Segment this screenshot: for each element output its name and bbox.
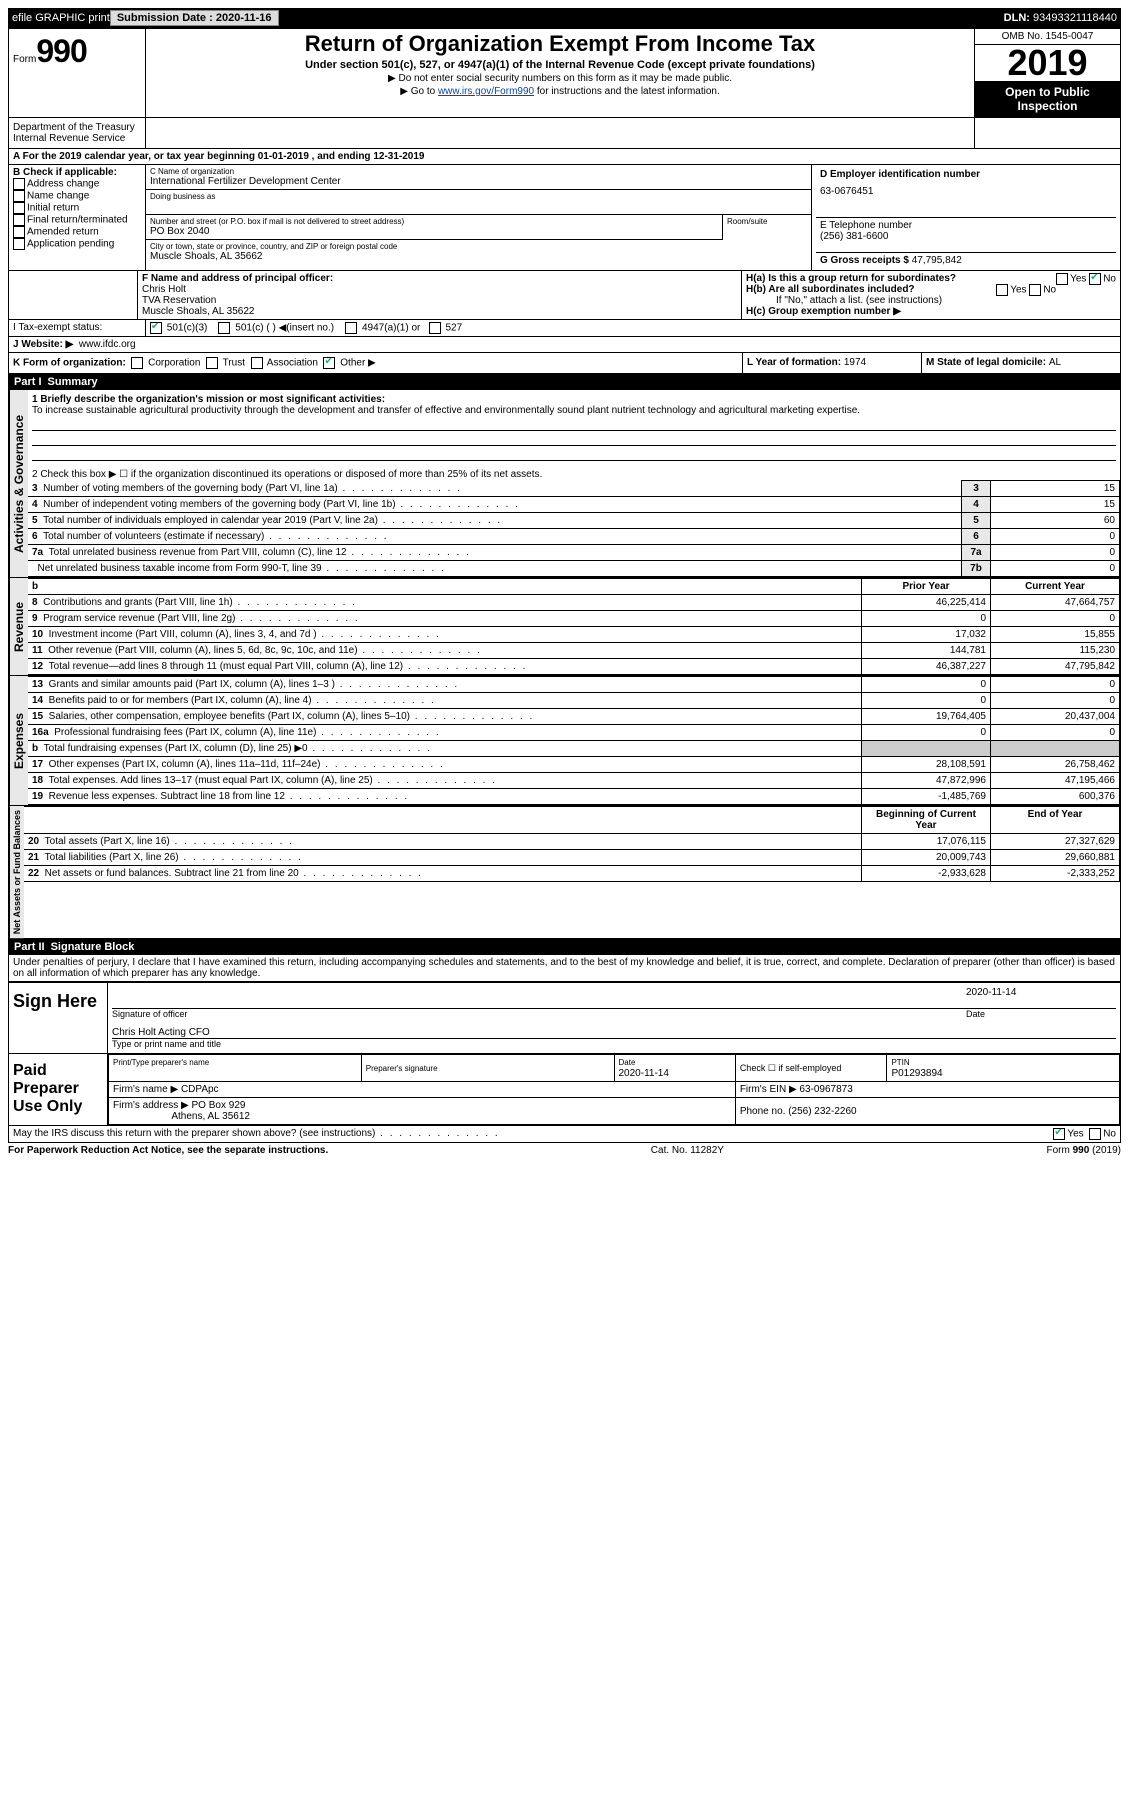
org-city: Muscle Shoals, AL 35662: [150, 251, 807, 262]
paid-preparer-label: Paid Preparer Use Only: [9, 1054, 108, 1125]
vert-activities-governance: Activities & Governance: [9, 390, 28, 577]
table-row: 4 Number of independent voting members o…: [28, 497, 1120, 513]
table-row: 7a Total unrelated business revenue from…: [28, 545, 1120, 561]
section-b-checkboxes: B Check if applicable: Address change Na…: [9, 165, 146, 270]
section-d-ein: D Employer identification number 63-0676…: [812, 165, 1120, 270]
section-k: K Form of organization: Corporation Trus…: [9, 353, 742, 373]
section-c-org-info: C Name of organization International Fer…: [146, 165, 812, 270]
amended-return-checkbox[interactable]: [13, 226, 25, 238]
sign-here-label: Sign Here: [9, 983, 108, 1053]
discuss-row: May the IRS discuss this return with the…: [8, 1126, 1121, 1143]
table-row: 21 Total liabilities (Part X, line 26)20…: [24, 850, 1120, 866]
501c3-checkbox[interactable]: [150, 322, 162, 334]
mission-section: 1 Briefly describe the organization's mi…: [28, 390, 1120, 465]
irs-link[interactable]: www.irs.gov/Form990: [438, 86, 534, 97]
table-row: 13 Grants and similar amounts paid (Part…: [28, 677, 1120, 693]
dln-label: DLN: 93493321118440: [1004, 12, 1117, 24]
table-row: 5 Total number of individuals employed i…: [28, 513, 1120, 529]
part-1-header: Part I Summary: [8, 374, 1121, 390]
open-public-badge: Open to Public Inspection: [975, 81, 1120, 117]
org-info-row: B Check if applicable: Address change Na…: [8, 165, 1121, 271]
form-number-box: Form990: [9, 29, 146, 117]
mission-text: To increase sustainable agricultural pro…: [32, 405, 1116, 416]
tax-exempt-options: 501(c)(3) 501(c) ( ) ◀(insert no.) 4947(…: [146, 320, 1120, 336]
section-l: L Year of formation: 1974: [742, 353, 921, 373]
k-corp-checkbox[interactable]: [131, 357, 143, 369]
org-address: PO Box 2040: [150, 226, 718, 237]
table-row: 6 Total number of volunteers (estimate i…: [28, 529, 1120, 545]
year-box: OMB No. 1545-0047 2019 Open to Public In…: [974, 29, 1120, 117]
phone-value: (256) 381-6600: [820, 231, 1112, 242]
k-other-checkbox[interactable]: [323, 357, 335, 369]
part-2-header: Part II Signature Block: [8, 939, 1121, 955]
table-row: 12 Total revenue—add lines 8 through 11 …: [28, 659, 1120, 675]
table-row: 18 Total expenses. Add lines 13–17 (must…: [28, 773, 1120, 789]
governance-table: 3 Number of voting members of the govern…: [28, 480, 1120, 577]
table-row: 8 Contributions and grants (Part VIII, l…: [28, 595, 1120, 611]
vert-revenue: Revenue: [9, 578, 28, 675]
table-row: 15 Salaries, other compensation, employe…: [28, 709, 1120, 725]
k-assoc-checkbox[interactable]: [251, 357, 263, 369]
hb-yes-checkbox[interactable]: [996, 284, 1008, 296]
tax-exempt-label: I Tax-exempt status:: [9, 320, 146, 336]
preparer-table: Print/Type preparer's name Preparer's si…: [108, 1054, 1120, 1125]
form-header: Form990 Return of Organization Exempt Fr…: [8, 28, 1121, 118]
table-row: 3 Number of voting members of the govern…: [28, 481, 1120, 497]
expenses-table: 13 Grants and similar amounts paid (Part…: [28, 676, 1120, 805]
section-a-tax-year: A For the 2019 calendar year, or tax yea…: [8, 149, 1121, 165]
form-note-1: ▶ Do not enter social security numbers o…: [152, 73, 968, 84]
signature-block: Sign Here 2020-11-14 Signature of office…: [8, 982, 1121, 1126]
website-row: J Website: ▶ www.ifdc.org: [9, 337, 1120, 352]
table-row: 22 Net assets or fund balances. Subtract…: [24, 866, 1120, 882]
ein-value: 63-0676451: [820, 186, 1112, 197]
title-box: Return of Organization Exempt From Incom…: [146, 29, 974, 117]
tax-year: 2019: [975, 45, 1120, 81]
527-checkbox[interactable]: [429, 322, 441, 334]
section-f-officer: F Name and address of principal officer:…: [138, 271, 742, 319]
table-row: Net unrelated business taxable income fr…: [28, 561, 1120, 577]
form-title: Return of Organization Exempt From Incom…: [152, 31, 968, 57]
table-row: 11 Other revenue (Part VIII, column (A),…: [28, 643, 1120, 659]
vert-expenses: Expenses: [9, 676, 28, 805]
footer: For Paperwork Reduction Act Notice, see …: [8, 1143, 1121, 1156]
table-row: b Total fundraising expenses (Part IX, c…: [28, 741, 1120, 757]
address-change-checkbox[interactable]: [13, 178, 25, 190]
gross-receipts: 47,795,842: [912, 255, 962, 266]
form-subtitle: Under section 501(c), 527, or 4947(a)(1)…: [152, 59, 968, 71]
table-row: 16a Professional fundraising fees (Part …: [28, 725, 1120, 741]
revenue-table: bPrior YearCurrent Year8 Contributions a…: [28, 578, 1120, 675]
4947-checkbox[interactable]: [345, 322, 357, 334]
top-bar: efile GRAPHIC print Submission Date : 20…: [8, 8, 1121, 28]
k-trust-checkbox[interactable]: [206, 357, 218, 369]
initial-return-checkbox[interactable]: [13, 202, 25, 214]
website-url: www.ifdc.org: [79, 339, 136, 350]
efile-label: efile GRAPHIC print: [12, 12, 110, 24]
officer-name: Chris Holt Acting CFO: [112, 1027, 1116, 1039]
table-row: 14 Benefits paid to or for members (Part…: [28, 693, 1120, 709]
vert-net-assets: Net Assets or Fund Balances: [9, 806, 24, 938]
submission-date-button[interactable]: Submission Date : 2020-11-16: [110, 10, 279, 26]
form-note-2: ▶ Go to www.irs.gov/Form990 for instruct…: [152, 86, 968, 97]
discuss-no-checkbox[interactable]: [1089, 1128, 1101, 1140]
final-return-checkbox[interactable]: [13, 214, 25, 226]
application-pending-checkbox[interactable]: [13, 238, 25, 250]
section-m: M State of legal domicile: AL: [921, 353, 1120, 373]
dept-treasury: Department of the Treasury Internal Reve…: [9, 118, 146, 148]
table-row: 9 Program service revenue (Part VIII, li…: [28, 611, 1120, 627]
net-assets-table: Beginning of Current YearEnd of Year20 T…: [24, 806, 1120, 882]
section-h: H(a) Is this a group return for subordin…: [742, 271, 1120, 319]
table-row: 20 Total assets (Part X, line 16)17,076,…: [24, 834, 1120, 850]
penalties-text: Under penalties of perjury, I declare th…: [8, 955, 1121, 982]
line-2: 2 Check this box ▶ ☐ if the organization…: [28, 465, 1120, 480]
ha-yes-checkbox[interactable]: [1056, 273, 1068, 285]
name-change-checkbox[interactable]: [13, 190, 25, 202]
org-name: International Fertilizer Development Cen…: [150, 176, 807, 187]
table-row: 17 Other expenses (Part IX, column (A), …: [28, 757, 1120, 773]
501c-checkbox[interactable]: [218, 322, 230, 334]
table-row: 10 Investment income (Part VIII, column …: [28, 627, 1120, 643]
table-row: 19 Revenue less expenses. Subtract line …: [28, 789, 1120, 805]
ha-no-checkbox[interactable]: [1089, 273, 1101, 285]
discuss-yes-checkbox[interactable]: [1053, 1128, 1065, 1140]
hb-no-checkbox[interactable]: [1029, 284, 1041, 296]
